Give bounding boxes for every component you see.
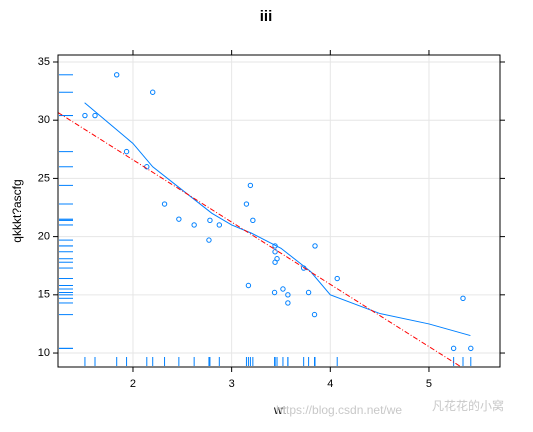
y-tick-label: 10 [38,347,50,359]
point [312,243,318,249]
point [280,286,286,292]
point [216,222,223,228]
loess-line [84,102,471,337]
y-tick-label: 35 [38,56,50,68]
chart-title: iii [260,8,273,25]
point [311,311,318,318]
point [468,345,474,352]
point [245,282,252,289]
x-axis-label: wt [273,403,287,417]
y-tick-label: 15 [38,289,50,301]
y-axis-label: qkkkt?ascfg [10,179,24,242]
point [250,217,256,224]
plot-area [58,72,474,367]
point [114,72,120,78]
x-tick-label: 3 [229,378,235,390]
point [176,216,182,222]
point [206,237,212,243]
point [450,345,457,352]
point [191,222,197,228]
point [460,295,466,302]
point [247,182,254,189]
y-tick-label: 30 [38,114,50,126]
point [123,148,130,155]
x-tick-label: 4 [327,378,333,390]
point [272,259,278,265]
point [82,112,88,119]
point [285,300,291,306]
y-tick-label: 25 [38,172,50,184]
point [207,217,213,224]
point [92,112,98,119]
watermark: https://blog.csdn.net/we [276,403,402,417]
panel-border [57,54,501,368]
point [161,201,168,207]
x-tick-label: 2 [130,378,136,390]
point [305,289,312,296]
watermark: 凡花花的小窝 [432,398,504,413]
x-tick-label: 5 [426,378,432,390]
point [285,292,291,298]
grid [58,55,500,367]
point [243,201,250,207]
point [150,89,156,95]
point [271,289,278,296]
point [272,249,278,255]
y-tick-label: 20 [38,231,50,243]
regression-line [58,112,463,367]
point [334,275,340,282]
